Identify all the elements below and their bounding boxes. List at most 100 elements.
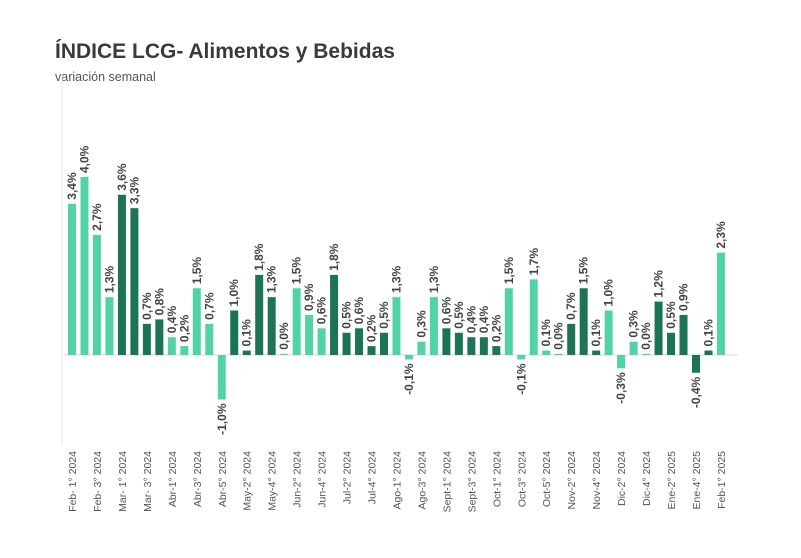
data-label: 0,4% — [464, 306, 478, 334]
bar — [330, 274, 339, 355]
bar — [467, 337, 476, 355]
bar — [404, 355, 413, 360]
data-label: 1,5% — [290, 257, 304, 285]
bar — [255, 274, 264, 355]
data-label: 1,3% — [389, 265, 403, 293]
data-label: 1,3% — [102, 265, 116, 293]
x-tick-label: Mar- 1° 2024 — [117, 451, 129, 512]
data-label: 0,1% — [701, 319, 715, 347]
data-label: 2,7% — [90, 203, 104, 231]
data-label: 3,4% — [65, 172, 79, 200]
data-label: 0,9% — [302, 283, 316, 311]
data-label: 0,5% — [664, 301, 678, 329]
data-label: 3,6% — [115, 163, 129, 191]
bar — [217, 355, 226, 400]
bar — [492, 346, 501, 355]
bar — [716, 252, 725, 355]
data-label: 2,3% — [714, 221, 728, 249]
bar — [317, 328, 326, 355]
bar — [517, 355, 526, 360]
data-label: 0,5% — [340, 301, 354, 329]
data-label: 3,3% — [127, 176, 141, 204]
bar — [305, 314, 314, 355]
bar — [130, 208, 139, 355]
data-label: 0,7% — [564, 292, 578, 320]
x-tick-label: Feb-1° 2025 — [716, 451, 728, 509]
data-label: 0,2% — [177, 314, 191, 342]
bar — [642, 353, 651, 355]
data-label: 1,7% — [527, 248, 541, 276]
bar — [92, 234, 101, 355]
bar — [429, 297, 438, 355]
bar — [105, 297, 114, 355]
bar — [417, 341, 426, 355]
bar — [679, 314, 688, 355]
x-tick-label: Dic-2° 2024 — [616, 451, 628, 506]
bar — [167, 337, 176, 355]
bar — [292, 288, 301, 355]
x-tick-label: Feb- 1° 2024 — [67, 451, 79, 512]
x-tick-label: Nov-2° 2024 — [566, 451, 578, 510]
bar — [155, 319, 164, 355]
bar — [479, 337, 488, 355]
x-tick-label: May-2° 2024 — [242, 451, 254, 511]
data-label: 0,2% — [489, 314, 503, 342]
bar — [117, 194, 126, 355]
bar — [604, 310, 613, 355]
data-label: 0,3% — [414, 310, 428, 338]
x-tick-label: Dic-4° 2024 — [641, 451, 653, 506]
data-label: 0,6% — [352, 297, 366, 325]
data-label: 0,6% — [439, 297, 453, 325]
bar — [554, 353, 563, 355]
bar — [617, 355, 626, 369]
bar — [442, 328, 451, 355]
data-label: 1,0% — [227, 279, 241, 307]
data-label: 1,8% — [252, 243, 266, 271]
x-tick-label: Abr-5° 2024 — [217, 451, 229, 507]
bar — [142, 323, 151, 355]
data-label: 1,2% — [652, 270, 666, 298]
data-label: -0,1% — [402, 363, 416, 395]
data-label: 0,0% — [277, 322, 291, 350]
data-label: -0,3% — [614, 372, 628, 404]
bar — [342, 332, 351, 355]
data-label: 0,8% — [152, 288, 166, 316]
data-label: 4,0% — [77, 145, 91, 173]
bar — [267, 297, 276, 355]
data-label: 1,8% — [327, 243, 341, 271]
data-label: 0,1% — [539, 319, 553, 347]
data-label: 0,1% — [589, 319, 603, 347]
bar — [192, 288, 201, 355]
bar — [205, 323, 214, 355]
x-tick-label: Feb- 3° 2024 — [92, 451, 104, 512]
bar — [654, 301, 663, 355]
bar — [80, 177, 89, 355]
x-tick-label: Oct-5° 2024 — [541, 451, 553, 507]
bar — [692, 355, 700, 373]
data-label: 0,4% — [165, 306, 179, 334]
data-label: 0,9% — [677, 283, 691, 311]
chart-title: ÍNDICE LCG- Alimentos y Bebidas — [55, 40, 395, 63]
bar — [355, 328, 364, 355]
bar — [579, 288, 588, 355]
data-label: 0,3% — [627, 310, 641, 338]
x-tick-label: Jul-4° 2024 — [367, 451, 379, 504]
data-label: 1,3% — [427, 265, 441, 293]
bar — [504, 288, 513, 355]
x-tick-label: Ago-1° 2024 — [391, 451, 403, 510]
bar — [242, 350, 251, 355]
bar — [380, 332, 388, 355]
data-label: 0,4% — [477, 306, 491, 334]
data-label: 1,5% — [577, 257, 591, 285]
data-label: 0,7% — [202, 292, 216, 320]
bar — [567, 323, 576, 355]
x-tick-label: Jul-2° 2024 — [342, 451, 354, 504]
data-label: -1,0% — [215, 403, 229, 435]
bar — [454, 332, 463, 355]
x-tick-label: Ago-3° 2024 — [416, 451, 428, 510]
data-label: 1,0% — [602, 279, 616, 307]
x-tick-label: Abr-3° 2024 — [192, 451, 204, 507]
data-label: 0,5% — [377, 301, 391, 329]
data-label: -0,4% — [689, 376, 703, 408]
bar — [280, 353, 289, 355]
